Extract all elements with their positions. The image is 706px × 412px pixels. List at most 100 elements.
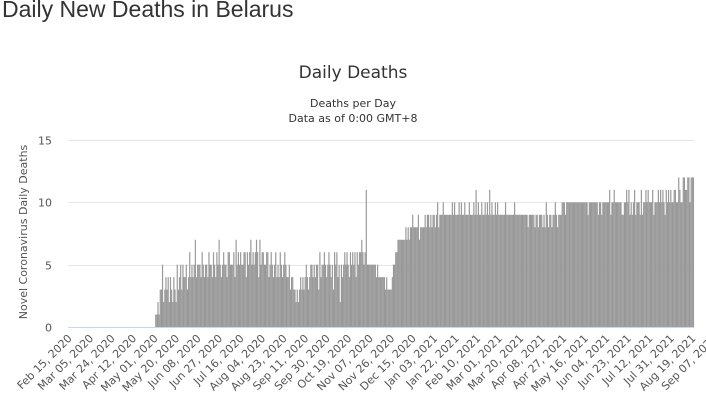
chart-subtitle-line-1: Deaths per Day	[310, 97, 396, 110]
bar	[334, 252, 336, 327]
y-tick-label: 5	[45, 260, 52, 273]
bar	[388, 289, 390, 327]
bar	[631, 214, 633, 327]
bar	[348, 277, 350, 327]
bar	[467, 214, 469, 327]
bar	[514, 202, 516, 327]
bar	[475, 189, 477, 327]
bar	[641, 214, 644, 327]
bar	[460, 202, 462, 327]
bar	[397, 239, 399, 327]
y-tick-label: 0	[45, 322, 52, 335]
bar	[498, 214, 500, 327]
bar	[523, 214, 525, 327]
bar	[228, 252, 230, 327]
bar	[566, 202, 568, 327]
bar	[629, 214, 631, 327]
bar	[279, 252, 281, 327]
bar	[184, 277, 186, 327]
y-tick-label: 15	[38, 135, 52, 148]
bar	[670, 189, 672, 327]
bar	[649, 202, 652, 327]
bar	[563, 202, 566, 327]
bar	[672, 202, 674, 327]
bar	[568, 202, 570, 327]
bar	[171, 289, 173, 327]
bar	[463, 214, 465, 327]
bar	[655, 202, 657, 327]
bar	[538, 214, 541, 327]
bar	[690, 177, 692, 327]
bar	[577, 202, 579, 327]
bar	[181, 289, 183, 327]
bar	[601, 214, 603, 327]
bar	[391, 277, 393, 327]
bar	[512, 214, 515, 327]
bar	[494, 202, 496, 327]
bar	[435, 214, 438, 327]
bar	[295, 302, 297, 327]
bar	[210, 264, 212, 327]
bar	[155, 314, 157, 327]
bar	[562, 202, 564, 327]
bar	[218, 239, 220, 327]
bar	[352, 252, 354, 327]
bar	[345, 264, 347, 327]
bar	[257, 252, 259, 327]
bar	[583, 202, 585, 327]
bar	[640, 189, 642, 327]
bar	[634, 189, 636, 327]
bar	[249, 252, 251, 327]
bar	[317, 264, 319, 327]
bar	[367, 264, 370, 327]
bar	[276, 277, 278, 327]
bar	[341, 277, 344, 327]
bar	[413, 227, 415, 327]
bar	[404, 239, 406, 327]
bar	[387, 289, 389, 327]
bar	[635, 214, 637, 327]
bar	[274, 264, 276, 327]
bar	[669, 202, 671, 327]
bar	[231, 264, 233, 327]
bar	[686, 189, 688, 327]
bar	[373, 264, 375, 327]
bar	[644, 202, 646, 327]
bar	[280, 264, 282, 327]
bar	[386, 277, 388, 327]
bar	[403, 239, 405, 327]
bar	[571, 202, 573, 327]
bar	[441, 214, 443, 327]
bar	[645, 189, 647, 327]
bar	[362, 252, 364, 327]
bar	[238, 264, 241, 327]
bar	[178, 277, 181, 327]
bar	[653, 214, 655, 327]
bar	[623, 202, 625, 327]
bar	[323, 252, 326, 327]
bar	[650, 202, 653, 327]
bar	[620, 202, 622, 327]
bar	[549, 214, 551, 327]
bar	[587, 214, 589, 327]
bar	[576, 202, 578, 327]
bar	[575, 202, 577, 327]
bar	[313, 264, 315, 327]
bar	[169, 277, 172, 327]
bar	[312, 277, 314, 327]
bar	[172, 302, 174, 327]
bar	[351, 264, 353, 327]
bar	[688, 177, 690, 327]
bar	[506, 214, 508, 327]
bar	[289, 289, 292, 327]
bar	[439, 214, 441, 327]
bar	[666, 202, 669, 327]
bar	[380, 277, 382, 327]
bar	[247, 264, 250, 327]
bar	[186, 289, 189, 327]
bar	[383, 277, 386, 327]
bar	[553, 214, 555, 327]
bar	[429, 227, 431, 327]
